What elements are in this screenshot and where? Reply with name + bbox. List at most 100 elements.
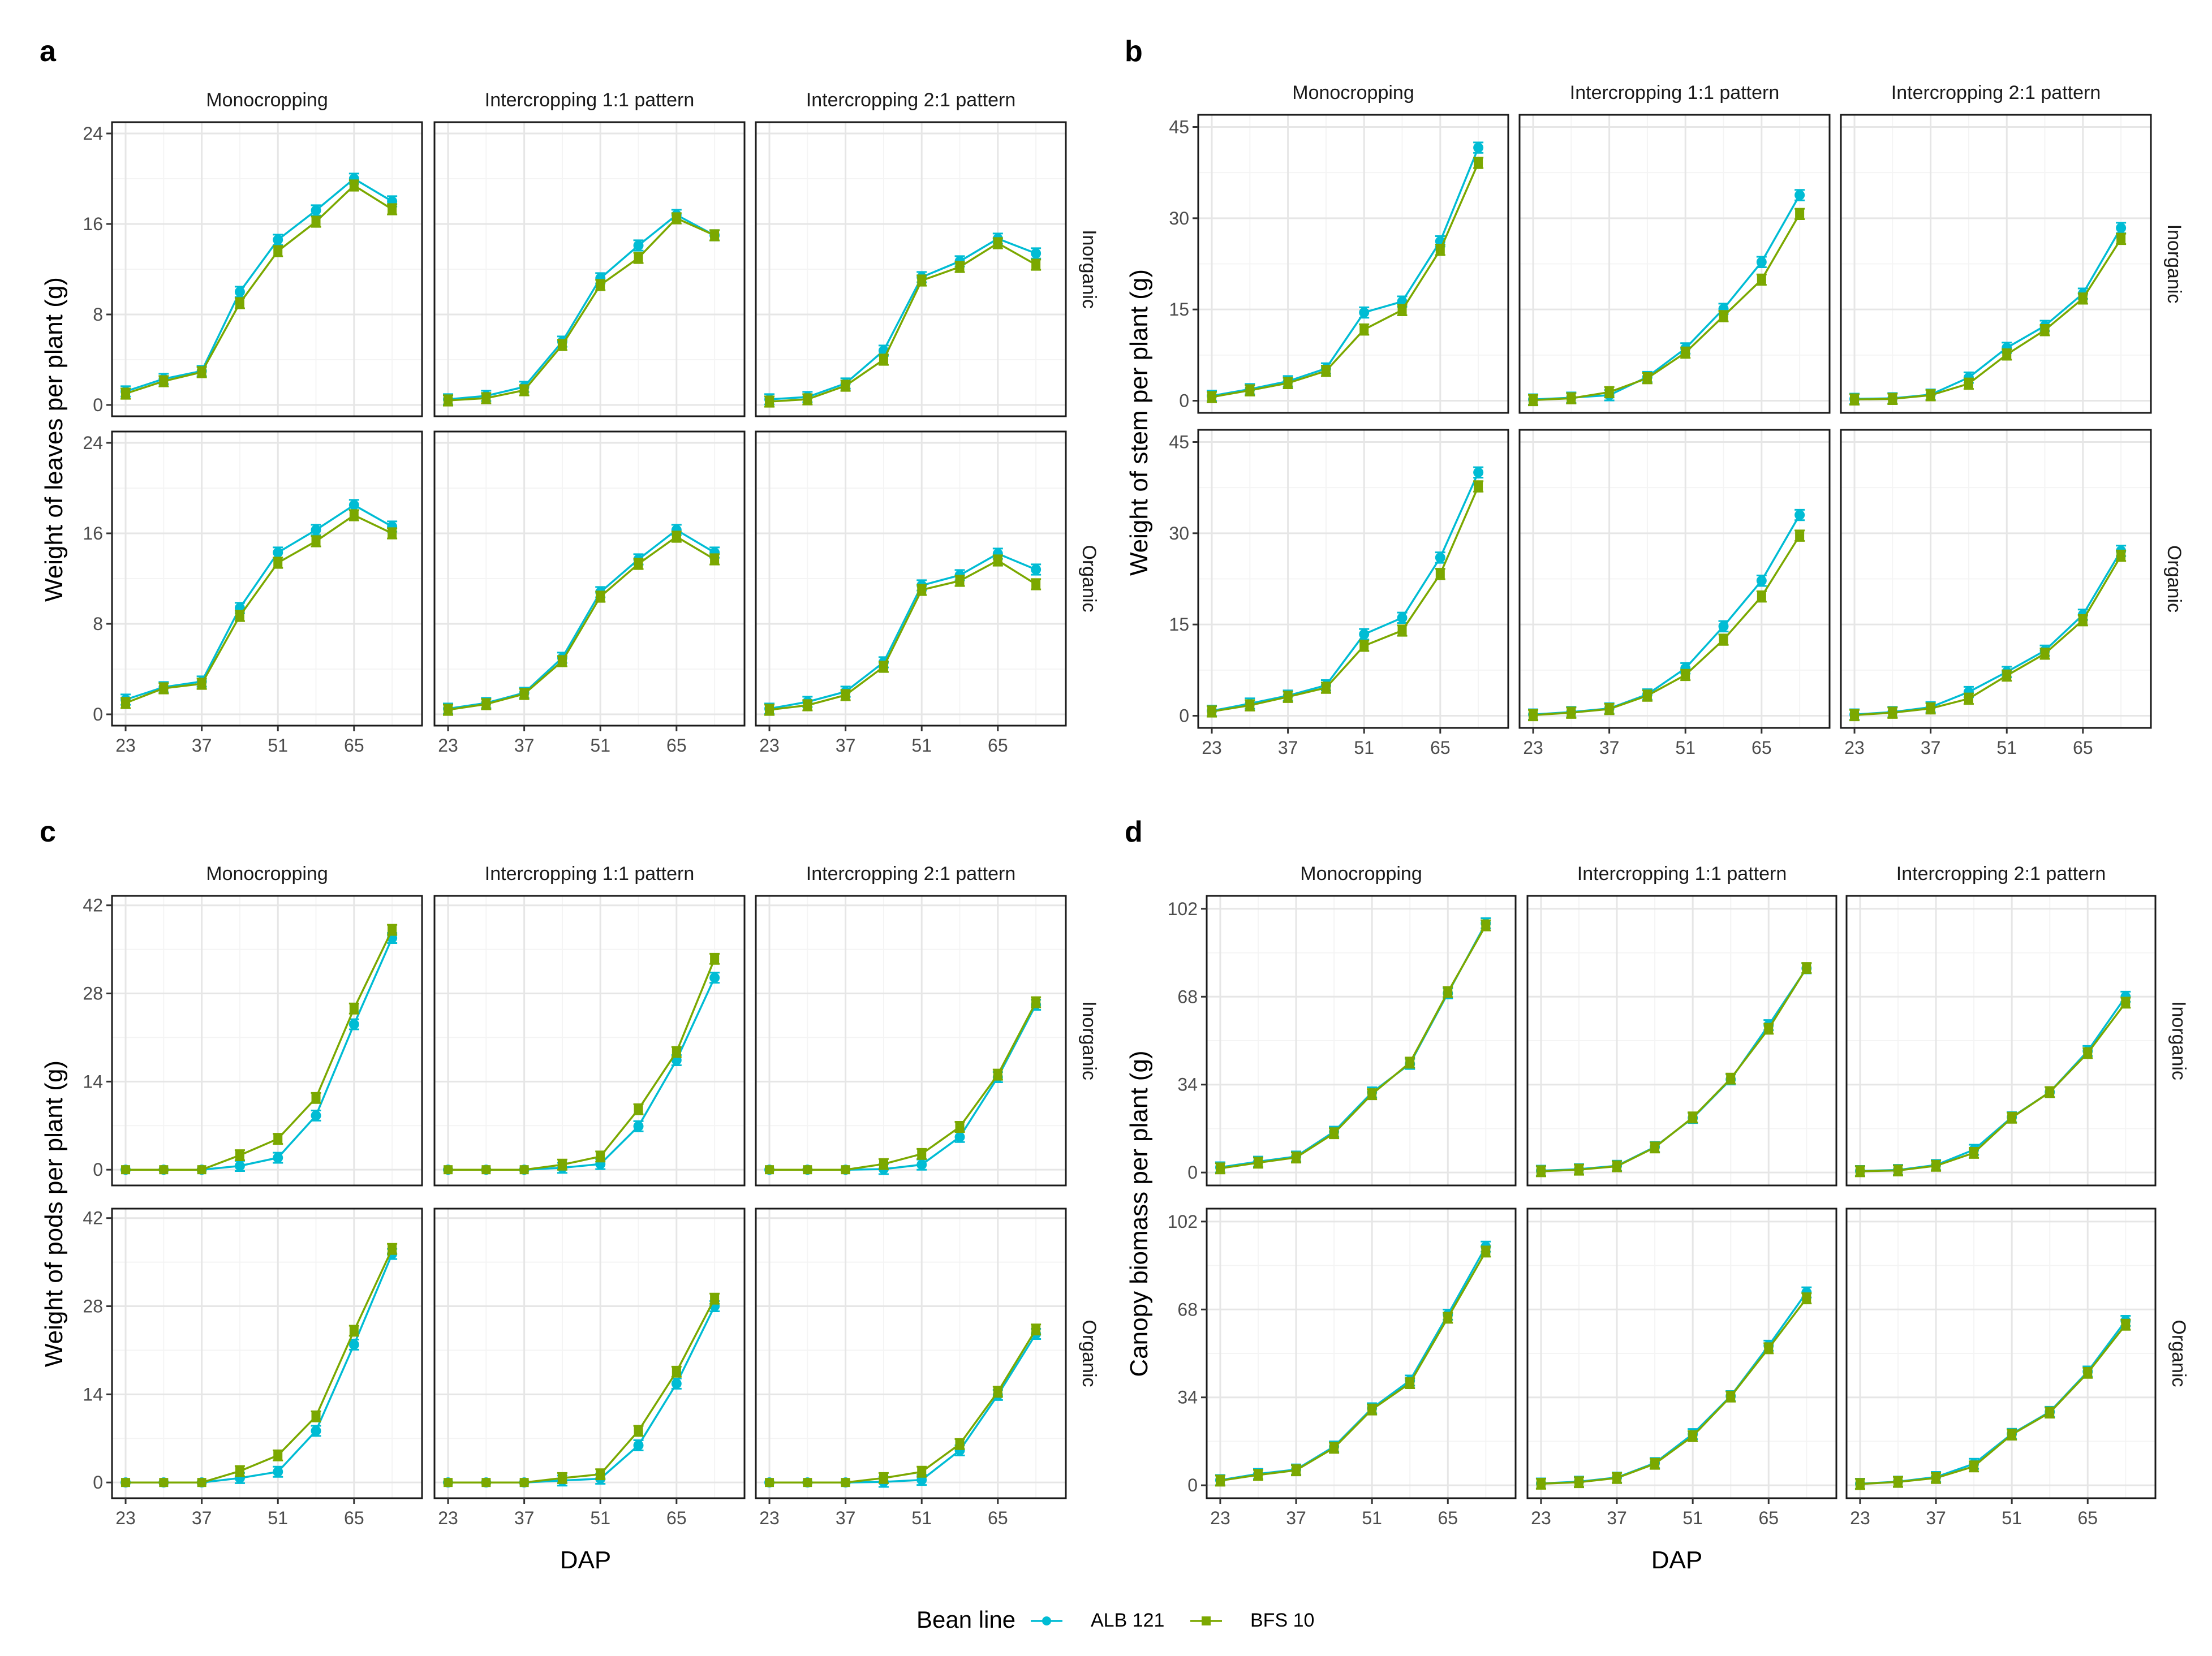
x-tick-label: 37 <box>514 1508 535 1528</box>
facet-border <box>433 430 746 727</box>
data-point-bfs-10 <box>1254 1158 1263 1167</box>
x-tick-label: 23 <box>1844 738 1865 758</box>
data-point-bfs-10 <box>273 1134 283 1144</box>
facet-border <box>1206 1208 1517 1499</box>
x-tick-label: 65 <box>1438 1508 1458 1528</box>
x-tick-label: 23 <box>759 735 780 756</box>
facet-c-inorganic-intercropping-2-1-pattern <box>755 895 1067 1187</box>
data-point-bfs-10 <box>955 262 965 271</box>
data-point-bfs-10 <box>2007 1113 2017 1123</box>
series-line-bfs-10 <box>448 1298 716 1484</box>
data-point-bfs-10 <box>1926 704 1935 713</box>
data-point-bfs-10 <box>481 394 491 403</box>
series-line-alb-121 <box>125 503 393 701</box>
y-tick-label: 0 <box>93 1159 103 1180</box>
data-point-bfs-10 <box>1367 1405 1377 1414</box>
y-tick-label: 0 <box>1179 705 1189 726</box>
series-line-bfs-10 <box>1854 555 2122 717</box>
data-point-bfs-10 <box>121 698 131 708</box>
series-line-bfs-10 <box>447 217 715 402</box>
series-line-bfs-10 <box>1860 1002 2127 1172</box>
series-line-bfs-10 <box>126 1248 393 1484</box>
panel-letter-c: c <box>40 816 56 848</box>
facet-background <box>756 896 1066 1185</box>
legend-label-alb121: ALB 121 <box>1091 1610 1164 1631</box>
data-point-bfs-10 <box>1604 387 1614 397</box>
data-point-bfs-10 <box>596 592 605 601</box>
data-point-bfs-10 <box>121 1165 131 1175</box>
y-tick-label: 28 <box>83 984 103 1004</box>
data-point-bfs-10 <box>481 1165 491 1175</box>
data-point-bfs-10 <box>349 181 359 190</box>
data-point-bfs-10 <box>311 537 321 546</box>
facet-b-organic-intercropping-2-1-pattern: 23 37 51 65 <box>1840 429 2152 758</box>
data-point-bfs-10 <box>197 679 206 688</box>
data-point-alb-121 <box>1473 467 1484 478</box>
x-tick-label: 65 <box>666 735 687 756</box>
data-point-bfs-10 <box>1329 1443 1339 1452</box>
x-tick-label: 65 <box>666 1508 687 1528</box>
data-point-bfs-10 <box>879 1159 888 1169</box>
data-point-alb-121 <box>311 1110 321 1121</box>
series-line-bfs-10 <box>1540 1297 1808 1485</box>
y-tick-label: 42 <box>83 895 103 916</box>
facet-b-organic-intercropping-1-1-pattern: 23 37 51 65 <box>1518 429 1831 758</box>
data-point-bfs-10 <box>1969 1461 1979 1471</box>
data-point-alb-121 <box>273 1153 283 1163</box>
data-point-bfs-10 <box>1931 1473 1941 1483</box>
data-point-bfs-10 <box>803 1165 812 1175</box>
data-point-bfs-10 <box>481 1478 491 1487</box>
x-tick-label: 65 <box>1758 1508 1779 1528</box>
data-point-bfs-10 <box>121 1478 131 1487</box>
data-point-bfs-10 <box>1536 1479 1546 1489</box>
panel-letter-d: d <box>1125 816 1143 848</box>
data-point-alb-121 <box>348 1019 359 1030</box>
data-point-bfs-10 <box>879 355 888 364</box>
data-point-bfs-10 <box>1612 1162 1622 1171</box>
data-point-bfs-10 <box>1443 1313 1453 1322</box>
data-point-bfs-10 <box>349 1004 359 1014</box>
facet-c-inorganic-intercropping-1-1-pattern <box>433 895 746 1187</box>
x-tick-label: 37 <box>1599 738 1620 758</box>
data-point-bfs-10 <box>917 1149 927 1159</box>
facet-border <box>1526 1208 1837 1499</box>
data-point-bfs-10 <box>197 368 206 377</box>
data-point-bfs-10 <box>1681 348 1690 357</box>
data-point-alb-121 <box>2116 223 2127 234</box>
data-point-bfs-10 <box>765 705 774 714</box>
data-point-alb-121 <box>273 1467 283 1477</box>
data-point-alb-121 <box>273 547 283 558</box>
data-point-bfs-10 <box>1536 1166 1546 1176</box>
x-tick-label: 37 <box>514 735 535 756</box>
data-point-alb-121 <box>633 1440 644 1451</box>
data-point-bfs-10 <box>841 1165 850 1175</box>
facet-c-inorganic-monocropping: 0 14 28 42 <box>83 895 423 1187</box>
y-axis-title-a: Weight of leaves per plant (g) <box>40 277 68 602</box>
facet-label-b-monocropping: Monocropping <box>1292 82 1414 104</box>
x-tick-label: 51 <box>911 735 932 756</box>
data-point-bfs-10 <box>159 684 169 693</box>
series-line-bfs-10 <box>1533 535 1801 717</box>
facet-label-d-intercropping-1-1-pattern: Intercropping 1:1 pattern <box>1577 863 1787 885</box>
y-axis-title-d: Canopy biomass per plant (g) <box>1125 1050 1153 1377</box>
data-point-bfs-10 <box>710 1294 720 1304</box>
data-point-alb-121 <box>273 235 283 245</box>
data-point-bfs-10 <box>1031 580 1041 589</box>
data-point-alb-121 <box>1794 189 1805 200</box>
facet-d-inorganic-monocropping: 0 34 68 102 <box>1168 895 1517 1187</box>
x-tick-label: 51 <box>911 1508 932 1528</box>
y-tick-label: 0 <box>93 395 103 415</box>
data-point-bfs-10 <box>1481 921 1491 930</box>
data-point-alb-121 <box>671 1378 682 1389</box>
x-axis-title-d: DAP <box>1651 1546 1702 1574</box>
y-tick-label: 68 <box>1177 986 1198 1007</box>
data-point-bfs-10 <box>765 397 774 406</box>
x-tick-label: 23 <box>1850 1508 1870 1528</box>
data-point-alb-121 <box>1031 248 1042 258</box>
row-label-d-organic: Organic <box>2168 1319 2189 1387</box>
data-point-bfs-10 <box>2121 998 2131 1007</box>
data-point-bfs-10 <box>388 529 397 538</box>
x-tick-label: 37 <box>192 735 212 756</box>
data-point-bfs-10 <box>1850 710 1860 720</box>
data-point-bfs-10 <box>1031 998 1041 1007</box>
